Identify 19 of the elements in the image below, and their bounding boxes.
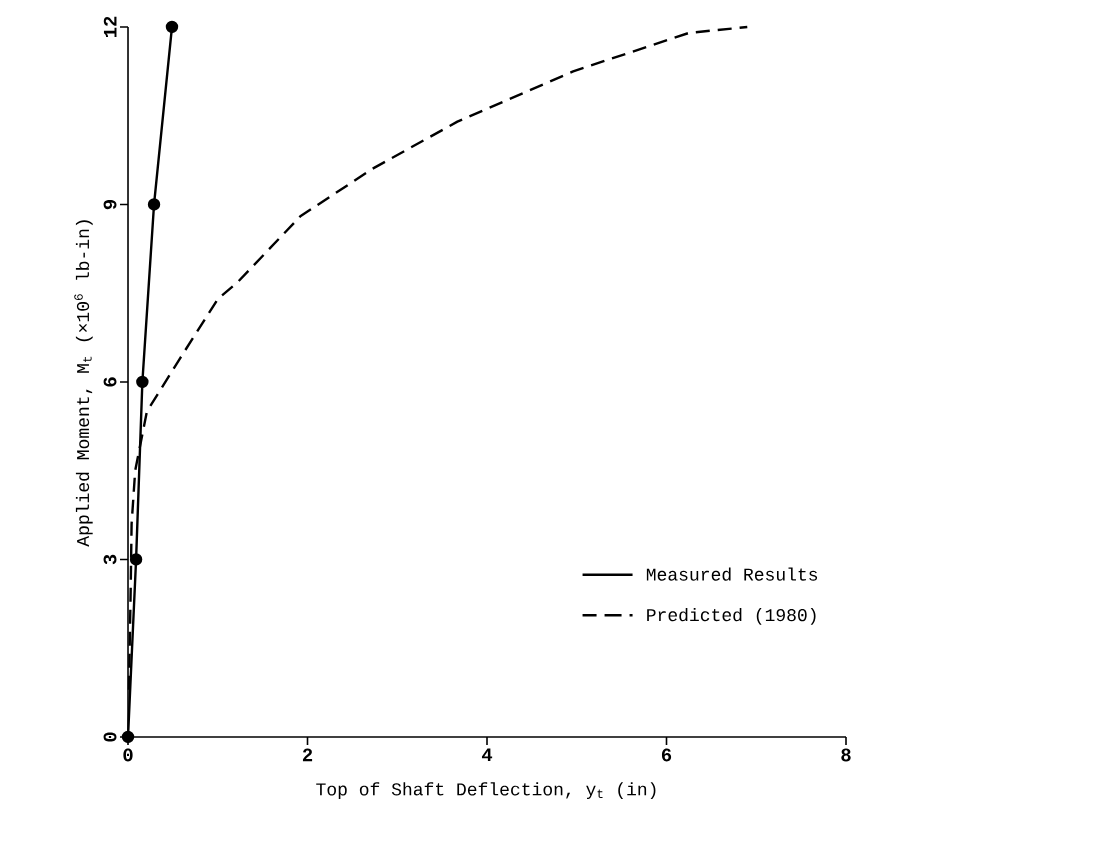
legend-label: Measured Results [646,567,818,581]
x-tick-label: 0 [123,748,133,762]
point [165,20,179,34]
y-tick-label: 0 [103,732,117,742]
y-tick-label: 6 [103,377,117,387]
y-tick-label: 12 [103,16,117,38]
text: Top of Shaft Deflection, y$_{t}$ (in) [316,782,656,800]
y-tick-label: 3 [103,554,117,565]
x-tick-label: 6 [661,748,672,762]
x-tick-label: 4 [481,748,493,762]
point [147,198,161,211]
point [136,375,149,389]
y-tick-label: 9 [103,199,117,210]
x-tick-label: 2 [302,748,313,762]
point [129,553,143,566]
x-tick-label: 8 [841,748,851,762]
text: Applied Moment, M$_{t}$ (×10$^{6}$ lb-in) [74,220,93,547]
legend-label: Predicted (1980) [647,607,816,625]
point [121,730,135,744]
